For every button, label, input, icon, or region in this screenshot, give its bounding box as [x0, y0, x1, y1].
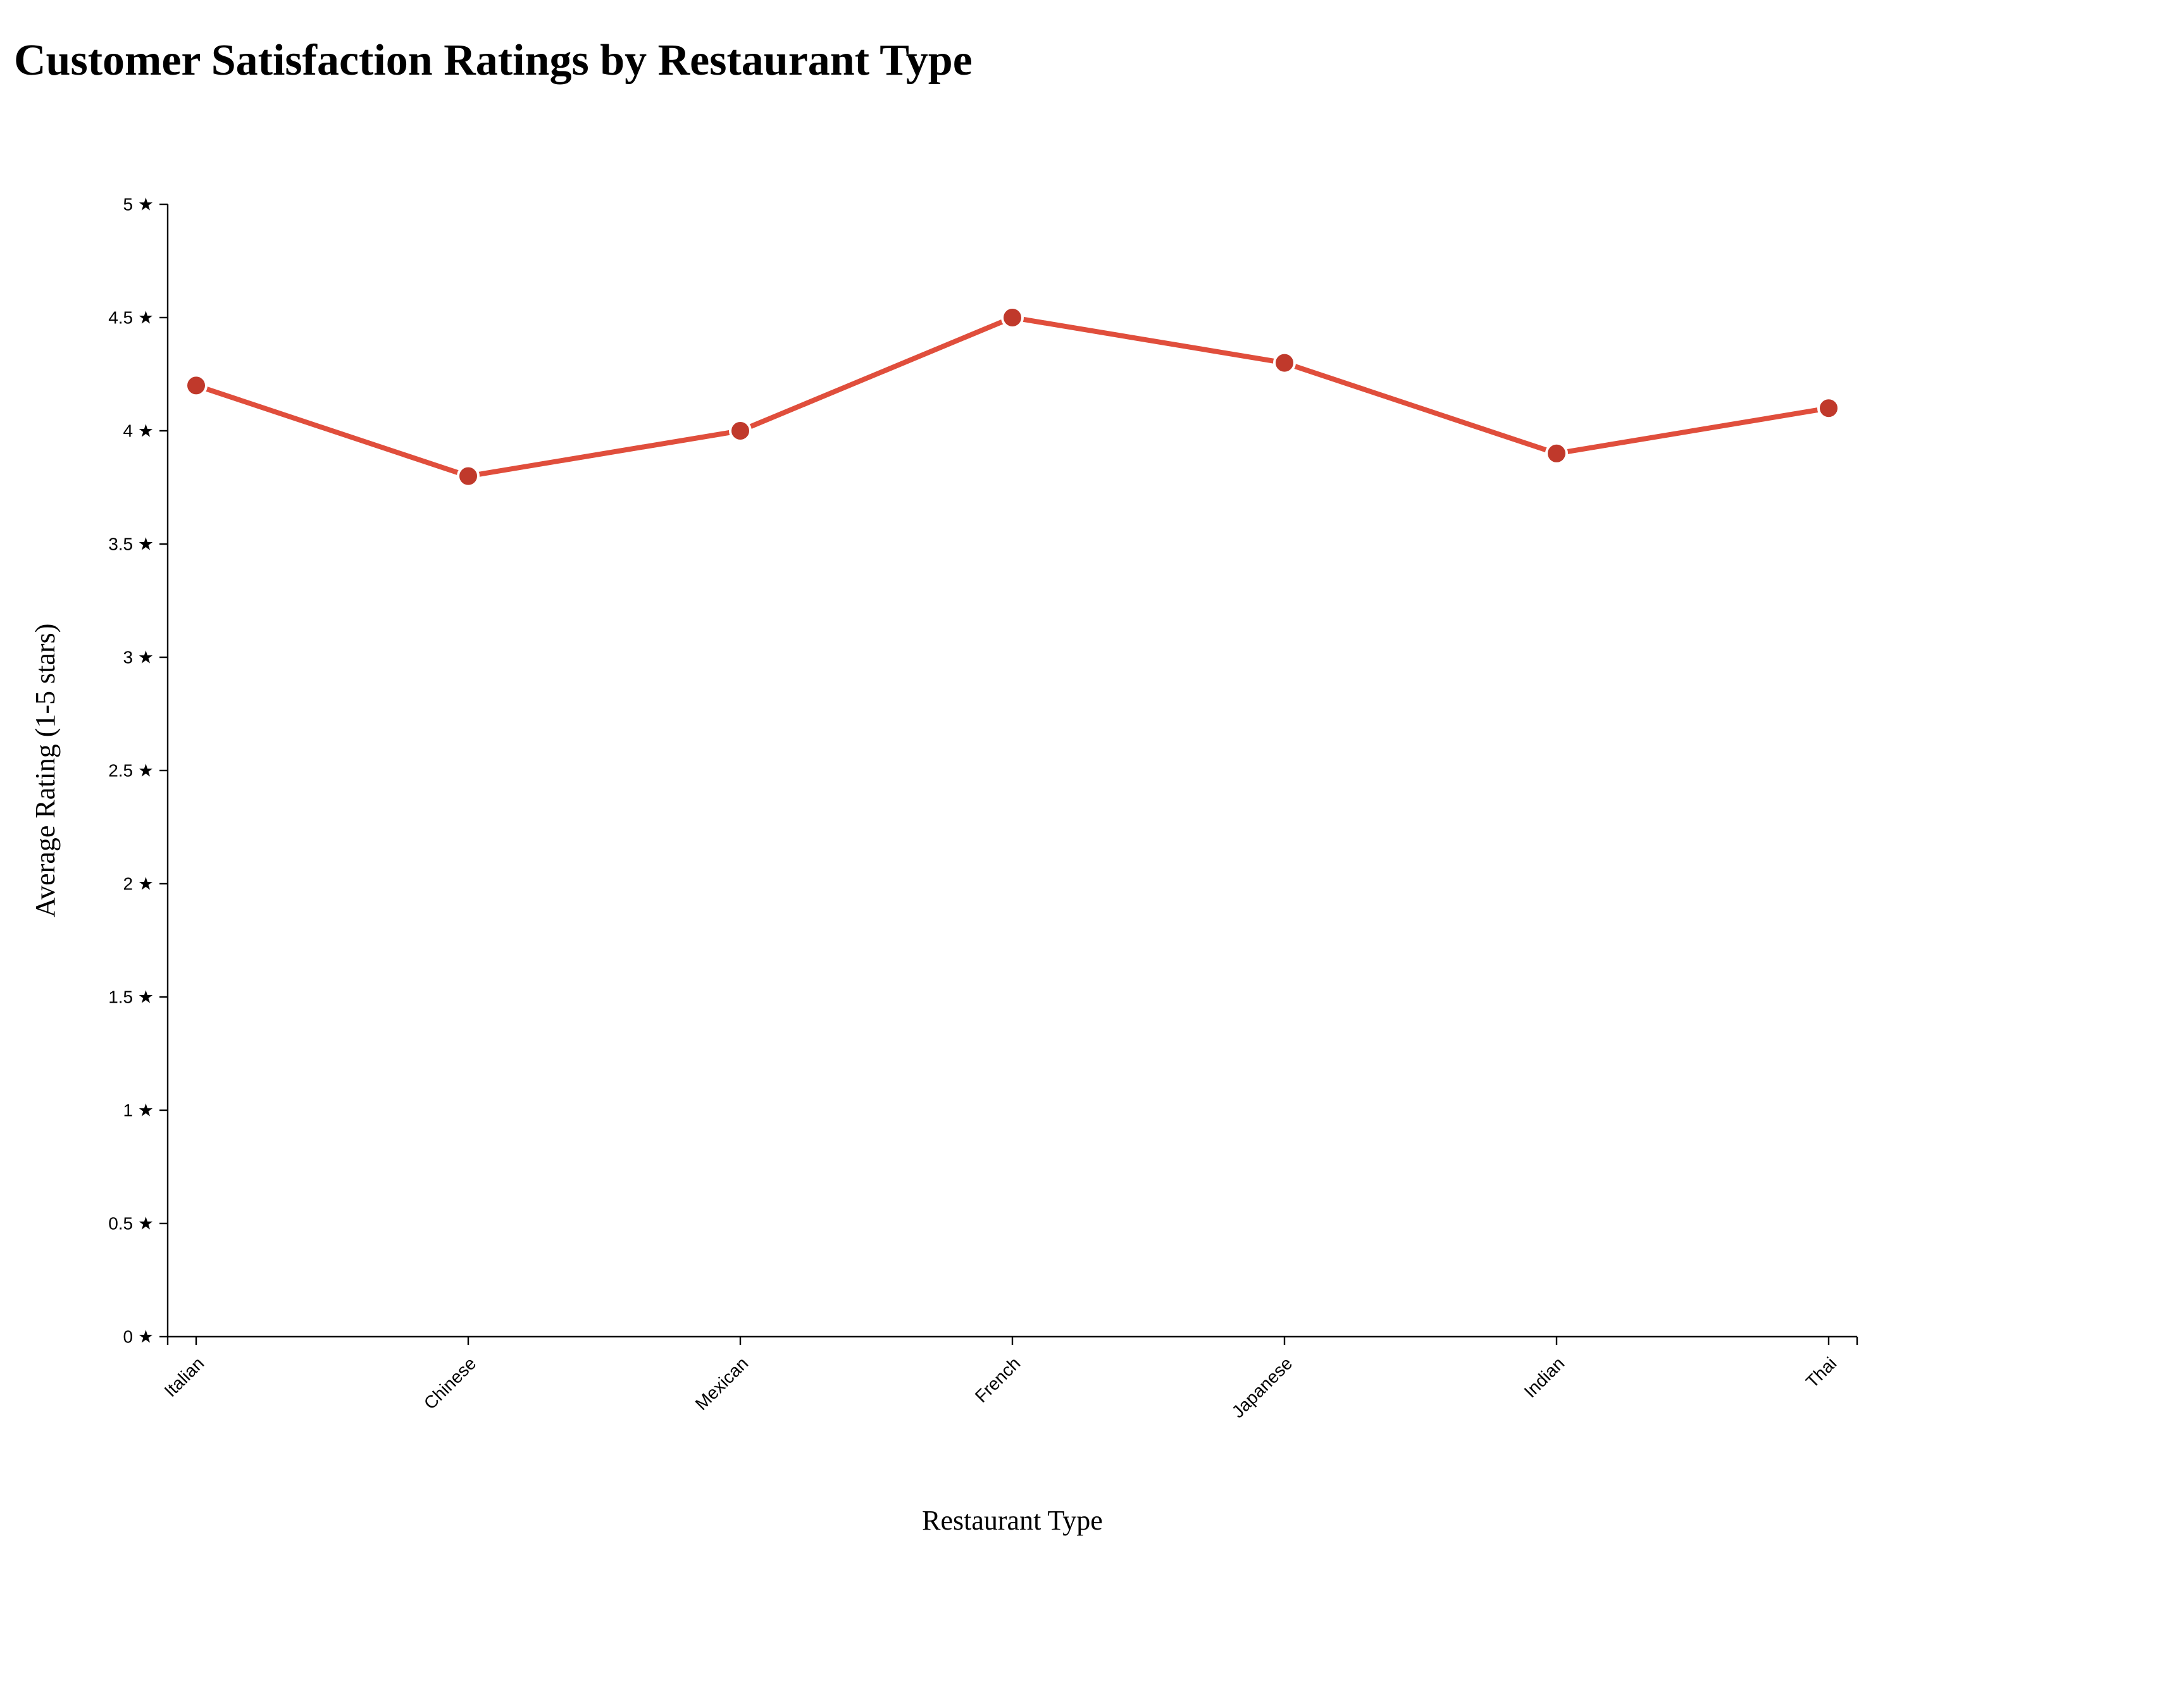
y-tick-label: 4 ★ — [123, 421, 154, 441]
y-tick-label: 1.5 ★ — [108, 987, 154, 1007]
x-tick-label: Thai — [1802, 1353, 1840, 1391]
x-tick-label: Indian — [1520, 1353, 1569, 1401]
x-tick-label: Mexican — [692, 1353, 752, 1414]
data-point — [457, 464, 480, 488]
series-line — [194, 315, 1831, 479]
data-point — [1545, 442, 1568, 465]
y-tick-label: 0 ★ — [123, 1327, 154, 1347]
x-tick-label: Italian — [161, 1353, 208, 1401]
y-tick-label: 1 ★ — [123, 1101, 154, 1120]
data-point — [1273, 351, 1296, 374]
y-axis-title: Average Rating (1-5 stars) — [30, 624, 61, 918]
y-tick-label: 3 ★ — [123, 648, 154, 667]
series-group — [185, 306, 1840, 488]
y-axis: 0 ★ 0.5 ★ 1 ★ 1.5 ★ 2 ★ 2.5 ★ 3 ★ 3.5 ★ 4 ★ 4.5 ★… — [108, 195, 169, 1347]
y-tick-label: 4.5 ★ — [108, 308, 154, 328]
data-point — [729, 419, 752, 442]
data-point — [1001, 306, 1024, 329]
y-tick-label: 0.5 ★ — [108, 1214, 154, 1234]
y-tick-label: 3.5 ★ — [108, 535, 154, 554]
y-tick-label: 2.5 ★ — [108, 761, 154, 781]
x-axis: Italian Chinese Mexican French Japanese India… — [161, 1335, 1858, 1421]
x-tick-label: Japanese — [1228, 1353, 1297, 1421]
y-tick-label: 5 ★ — [123, 195, 154, 214]
data-point — [185, 374, 208, 397]
chart-title: Customer Satisfaction Ratings by Restaur… — [14, 36, 973, 85]
y-tick-label: 2 ★ — [123, 874, 154, 894]
data-point — [1817, 397, 1840, 420]
x-axis-title: Restaurant Type — [922, 1505, 1103, 1536]
x-tick-label: Chinese — [420, 1353, 480, 1413]
x-tick-label: French — [971, 1353, 1024, 1406]
